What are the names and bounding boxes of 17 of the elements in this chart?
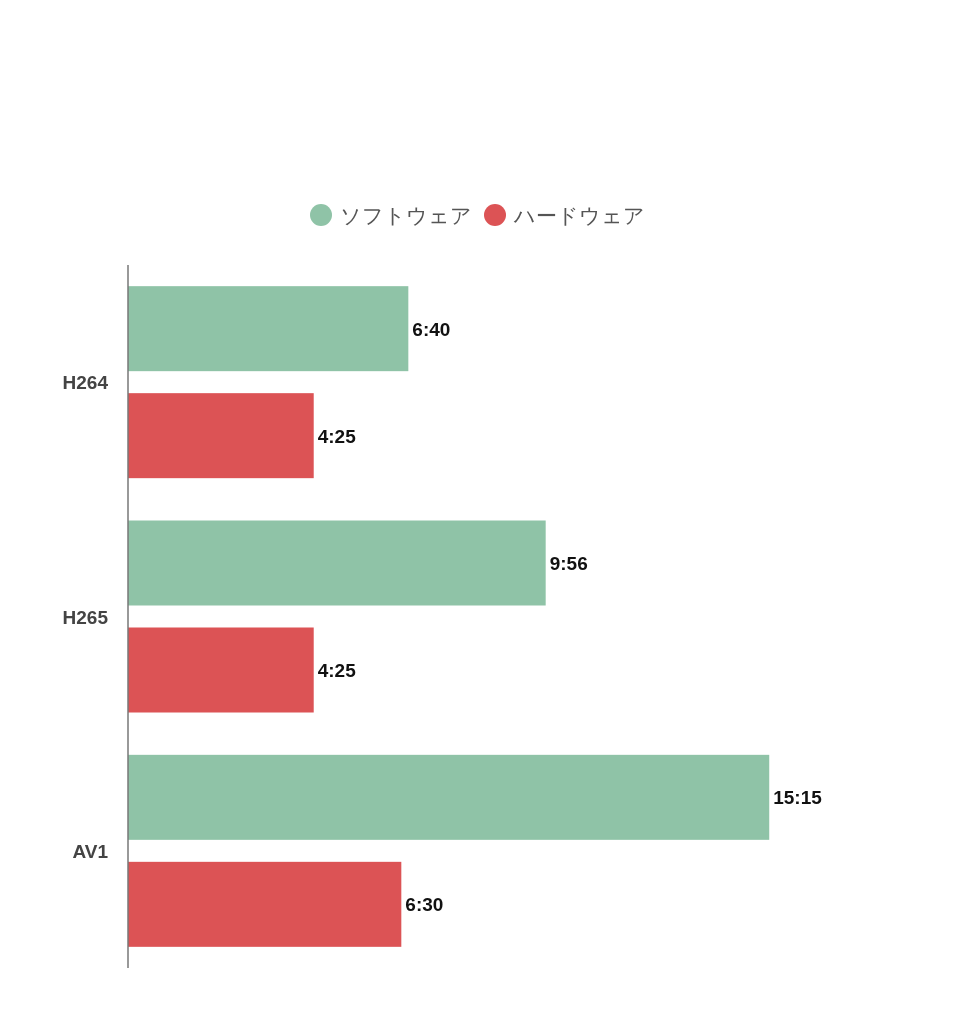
- data-label: 6:40: [412, 318, 451, 340]
- y-tick-label: AV1: [72, 840, 109, 862]
- bar: [128, 861, 402, 947]
- data-label: 4:25: [317, 660, 357, 681]
- bar: [128, 627, 314, 713]
- bar: [128, 393, 314, 479]
- data-label: 6:30: [405, 894, 444, 916]
- legend-label: ハードウェア: [513, 204, 645, 228]
- bar: [128, 286, 409, 372]
- bar: [128, 520, 546, 606]
- data-label: 4:25: [317, 425, 357, 447]
- data-label: 9:56: [549, 553, 588, 574]
- data-label: 15:15: [773, 787, 823, 809]
- y-tick-label: H264: [62, 372, 109, 394]
- legend-label: ソフトウェア: [340, 204, 472, 228]
- y-tick-label: H265: [62, 606, 109, 628]
- bar: [128, 754, 770, 840]
